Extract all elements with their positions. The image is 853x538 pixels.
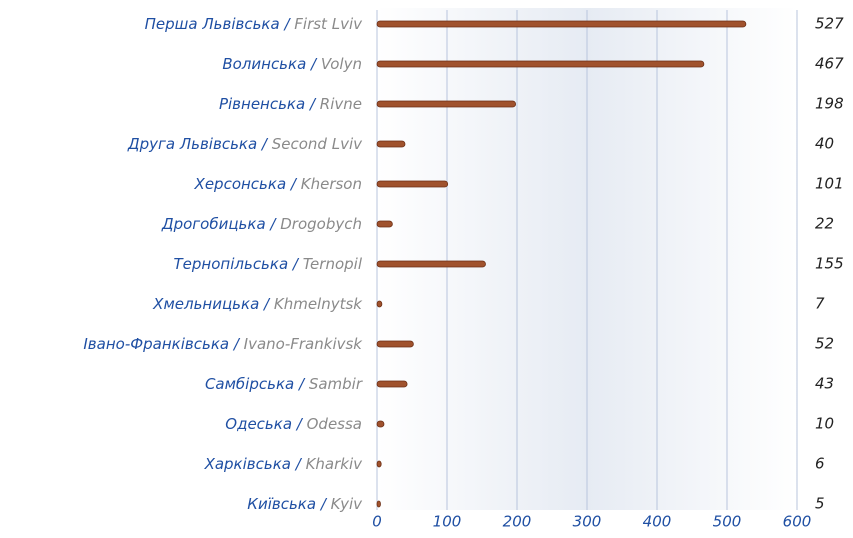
- category-label: Херсонська / Kherson: [194, 175, 362, 193]
- category-english: First Lviv: [294, 15, 363, 33]
- bar: [376, 340, 414, 348]
- value-label: 6: [815, 455, 825, 473]
- x-tick-label: 0: [372, 513, 382, 531]
- category-local: Одеська: [225, 415, 292, 433]
- value-label: 7: [815, 295, 825, 313]
- category-english: Odessa: [307, 415, 362, 433]
- separator: /: [286, 175, 301, 193]
- separator: /: [280, 15, 295, 33]
- bar: [376, 460, 382, 468]
- category-english: Khmelnytsk: [274, 295, 363, 313]
- separator: /: [229, 335, 244, 353]
- category-local: Херсонська: [194, 175, 287, 193]
- category-label: Волинська / Volyn: [222, 55, 362, 73]
- bar: [376, 20, 747, 28]
- category-label: Хмельницька / Khmelnytsk: [152, 295, 363, 313]
- category-english: Kherson: [301, 175, 362, 193]
- value-label: 10: [815, 415, 834, 433]
- category-english: Kyiv: [331, 495, 363, 513]
- bar: [376, 380, 408, 388]
- category-local: Рівненська: [219, 95, 305, 113]
- category-local: Івано-Франківська: [83, 335, 229, 353]
- value-label: 467: [815, 55, 844, 73]
- category-label: Тернопільська / Ternopil: [174, 255, 363, 273]
- category-english: Rivne: [320, 95, 362, 113]
- value-label: 5: [815, 495, 825, 513]
- bar: [376, 220, 393, 228]
- x-tick-label: 100: [433, 513, 462, 531]
- separator: /: [305, 95, 320, 113]
- category-label: Київська / Kyiv: [247, 495, 363, 513]
- category-label: Перша Львівська / First Lviv: [145, 15, 363, 33]
- value-label: 155: [815, 255, 844, 273]
- category-local: Перша Львівська: [145, 15, 280, 33]
- category-local: Тернопільська: [174, 255, 289, 273]
- category-local: Самбірська: [205, 375, 294, 393]
- separator: /: [306, 55, 321, 73]
- separator: /: [294, 375, 309, 393]
- separator: /: [288, 255, 303, 273]
- separator: /: [292, 415, 307, 433]
- category-english: Ivano-Frankivsk: [244, 335, 364, 353]
- category-english: Second Lviv: [272, 135, 363, 153]
- x-tick-label: 600: [783, 513, 812, 531]
- value-label: 52: [815, 335, 834, 353]
- bar: [376, 500, 381, 508]
- category-local: Волинська: [222, 55, 306, 73]
- bar: [376, 420, 385, 428]
- category-label: Харківська / Kharkiv: [204, 455, 364, 473]
- separator: /: [316, 495, 331, 513]
- separator: /: [266, 215, 281, 233]
- bar: [376, 300, 383, 308]
- value-label: 527: [815, 15, 844, 33]
- bar: [376, 100, 517, 108]
- category-label: Самбірська / Sambir: [205, 375, 363, 393]
- category-english: Ternopil: [303, 255, 363, 273]
- bar: [376, 60, 705, 68]
- category-local: Дрогобицька: [161, 215, 266, 233]
- category-english: Kharkiv: [306, 455, 364, 473]
- category-label: Друга Львівська / Second Lviv: [127, 135, 363, 153]
- value-label: 198: [815, 95, 844, 113]
- category-label: Рівненська / Rivne: [219, 95, 362, 113]
- value-label: 22: [815, 215, 834, 233]
- x-tick-label: 200: [503, 513, 532, 531]
- category-local: Харківська: [204, 455, 291, 473]
- separator: /: [291, 455, 306, 473]
- value-label: 43: [815, 375, 834, 393]
- x-tick-label: 300: [573, 513, 602, 531]
- value-label: 101: [815, 175, 844, 193]
- category-label: Івано-Франківська / Ivano-Frankivsk: [83, 335, 363, 353]
- category-english: Volyn: [321, 55, 362, 73]
- bar: [376, 260, 486, 268]
- category-english: Sambir: [309, 375, 363, 393]
- separator: /: [259, 295, 274, 313]
- x-tick-label: 400: [643, 513, 672, 531]
- category-local: Друга Львівська: [127, 135, 257, 153]
- value-label: 40: [815, 135, 834, 153]
- bar: [376, 140, 406, 148]
- category-english: Drogobych: [280, 215, 362, 233]
- separator: /: [257, 135, 272, 153]
- x-tick-label: 500: [713, 513, 742, 531]
- category-local: Київська: [247, 495, 316, 513]
- category-local: Хмельницька: [152, 295, 259, 313]
- category-label: Дрогобицька / Drogobych: [161, 215, 362, 233]
- bar: [376, 180, 449, 188]
- category-label: Одеська / Odessa: [225, 415, 362, 433]
